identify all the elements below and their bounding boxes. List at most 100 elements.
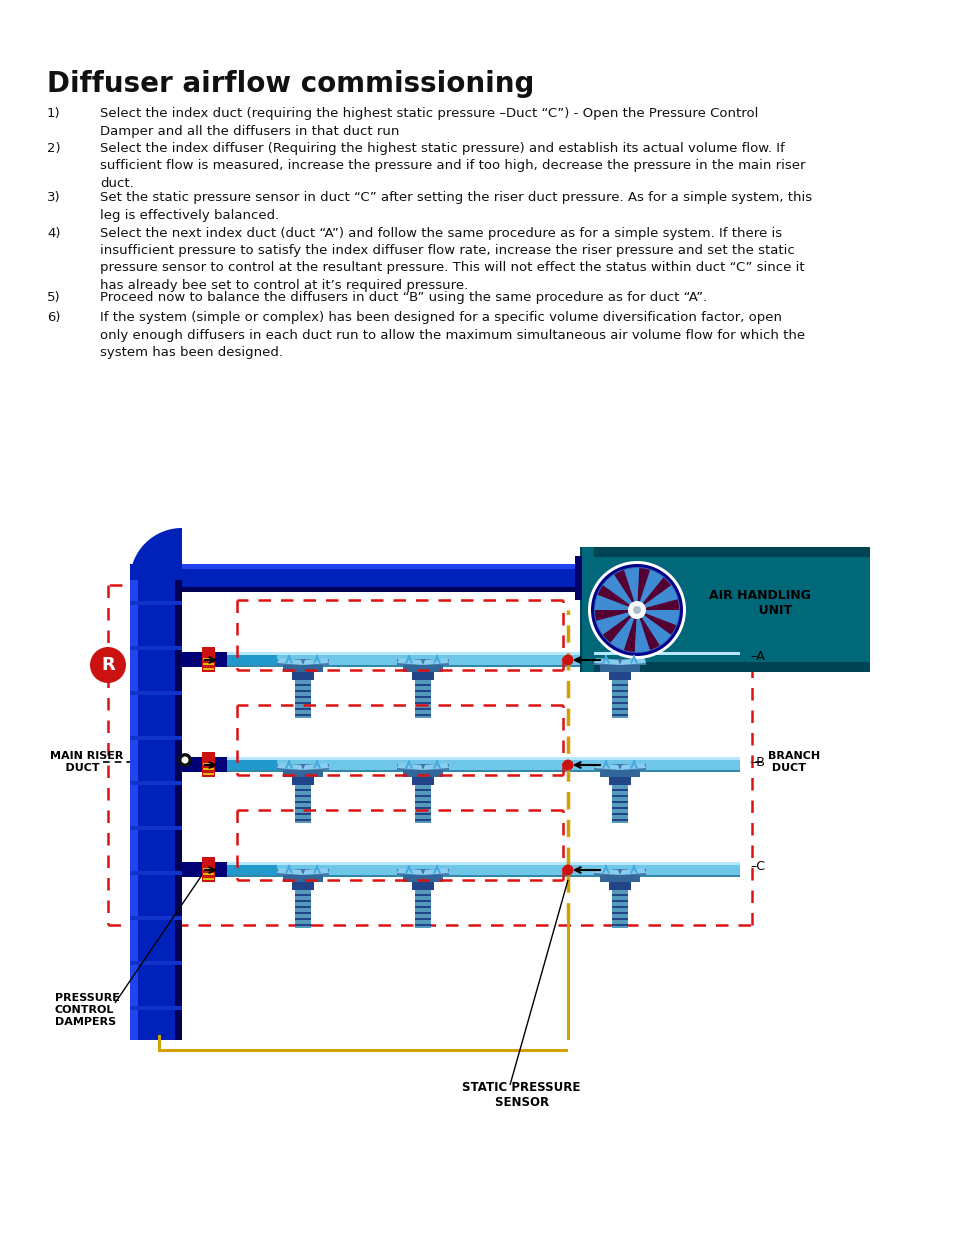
Bar bbox=[294, 785, 311, 823]
Bar bbox=[612, 697, 627, 698]
Bar bbox=[415, 911, 431, 914]
Bar bbox=[579, 662, 869, 672]
Text: Select the index diffuser (Requiring the highest static pressure) and establish : Select the index diffuser (Requiring the… bbox=[100, 142, 804, 190]
Bar bbox=[599, 664, 639, 672]
Bar bbox=[599, 876, 639, 882]
Bar bbox=[612, 918, 627, 920]
Bar bbox=[130, 580, 138, 1040]
Bar bbox=[612, 714, 627, 716]
Bar bbox=[594, 659, 645, 664]
Bar bbox=[612, 708, 627, 710]
Polygon shape bbox=[594, 658, 619, 664]
Bar bbox=[415, 924, 431, 926]
Circle shape bbox=[181, 757, 189, 763]
Wedge shape bbox=[610, 610, 637, 650]
Bar bbox=[276, 869, 329, 876]
Text: 4): 4) bbox=[47, 226, 60, 240]
Circle shape bbox=[562, 655, 573, 666]
Bar bbox=[283, 769, 323, 777]
Text: –B: –B bbox=[749, 756, 764, 768]
Bar bbox=[182, 757, 227, 772]
Bar bbox=[402, 769, 442, 777]
Bar bbox=[415, 680, 431, 718]
Bar bbox=[203, 668, 213, 671]
Text: 3): 3) bbox=[47, 191, 61, 205]
Wedge shape bbox=[595, 595, 637, 610]
Bar bbox=[415, 795, 431, 797]
Polygon shape bbox=[619, 868, 645, 876]
Text: 1): 1) bbox=[47, 107, 61, 120]
Bar bbox=[292, 777, 314, 785]
Bar bbox=[581, 547, 594, 672]
Bar bbox=[292, 672, 314, 680]
Bar bbox=[415, 806, 431, 809]
Text: 6): 6) bbox=[47, 311, 60, 324]
Bar bbox=[612, 684, 627, 685]
Bar bbox=[227, 757, 740, 760]
Bar bbox=[294, 789, 311, 790]
Bar bbox=[612, 690, 627, 692]
Bar bbox=[130, 781, 182, 785]
Polygon shape bbox=[276, 658, 303, 664]
Circle shape bbox=[562, 760, 573, 771]
Bar bbox=[579, 641, 869, 657]
Bar bbox=[612, 894, 627, 897]
Bar bbox=[579, 547, 869, 672]
Polygon shape bbox=[396, 658, 422, 664]
Bar bbox=[294, 701, 311, 704]
Bar bbox=[130, 564, 182, 580]
Bar bbox=[579, 580, 869, 597]
Wedge shape bbox=[614, 571, 637, 610]
Bar bbox=[402, 876, 442, 882]
Bar bbox=[203, 663, 213, 664]
Wedge shape bbox=[637, 610, 676, 635]
Bar bbox=[612, 802, 627, 803]
Bar bbox=[415, 819, 431, 821]
Bar bbox=[415, 906, 431, 908]
Bar bbox=[579, 597, 869, 613]
Bar bbox=[130, 646, 182, 650]
Bar bbox=[227, 876, 740, 877]
Bar bbox=[415, 918, 431, 920]
Bar bbox=[294, 795, 311, 797]
Bar bbox=[402, 664, 442, 672]
Bar bbox=[415, 894, 431, 897]
Bar bbox=[294, 806, 311, 809]
Bar bbox=[612, 806, 627, 809]
Polygon shape bbox=[422, 868, 449, 876]
Polygon shape bbox=[303, 868, 329, 876]
Polygon shape bbox=[130, 529, 182, 580]
Text: Select the next index duct (duct “A”) and follow the same procedure as for a sim: Select the next index duct (duct “A”) an… bbox=[100, 226, 803, 291]
Bar bbox=[415, 785, 431, 823]
Bar bbox=[158, 1035, 161, 1050]
Bar bbox=[283, 876, 323, 882]
Bar bbox=[612, 680, 627, 718]
Wedge shape bbox=[637, 571, 662, 610]
Bar bbox=[294, 802, 311, 803]
Text: BRANCH
 DUCT: BRANCH DUCT bbox=[767, 751, 820, 773]
Circle shape bbox=[90, 647, 126, 683]
Bar bbox=[415, 890, 431, 927]
Wedge shape bbox=[637, 610, 679, 625]
Bar bbox=[294, 680, 311, 718]
Bar bbox=[415, 813, 431, 815]
Bar bbox=[579, 547, 869, 557]
Bar bbox=[415, 701, 431, 704]
Bar bbox=[579, 656, 869, 672]
Polygon shape bbox=[303, 763, 329, 769]
Bar bbox=[292, 882, 314, 890]
Polygon shape bbox=[619, 658, 645, 664]
Text: If the system (simple or complex) has been designed for a specific volume divers: If the system (simple or complex) has be… bbox=[100, 311, 804, 359]
Bar bbox=[182, 652, 227, 667]
Bar bbox=[412, 672, 434, 680]
Bar bbox=[227, 862, 740, 864]
Bar bbox=[130, 736, 182, 740]
Bar bbox=[415, 708, 431, 710]
Bar bbox=[579, 611, 869, 627]
Bar bbox=[599, 769, 639, 777]
Bar bbox=[227, 769, 740, 772]
Polygon shape bbox=[422, 763, 449, 769]
Bar bbox=[276, 764, 329, 769]
Bar bbox=[276, 659, 329, 664]
Wedge shape bbox=[602, 610, 637, 642]
